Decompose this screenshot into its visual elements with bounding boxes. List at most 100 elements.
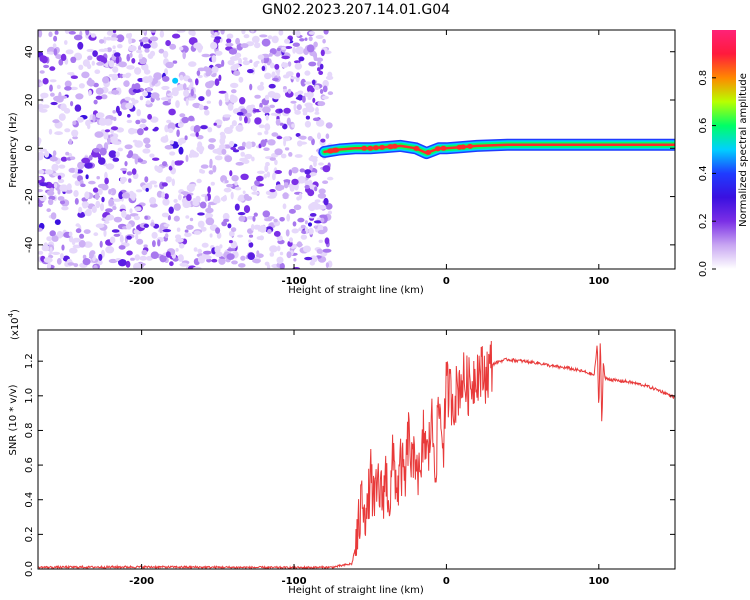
noise-speck [274,63,280,70]
noise-speck [160,97,169,101]
noise-speck [44,150,50,158]
noise-speck [295,46,305,55]
noise-speck [310,255,318,263]
noise-speck [162,75,170,82]
noise-speck [171,178,175,187]
noise-speck [192,103,200,108]
noise-speck [134,254,140,261]
noise-speck [197,220,205,228]
noise-speck [209,158,213,167]
noise-speck [315,57,324,62]
noise-speck [141,249,148,256]
noise-speck [227,223,232,229]
noise-speck [73,190,79,197]
noise-speck [320,138,326,143]
noise-speck [244,153,253,160]
noise-speck [161,86,167,90]
noise-speck [251,156,255,162]
noise-speck [252,184,258,192]
noise-speck [269,104,275,109]
noise-speck [256,170,265,174]
snr-ytick-label: 0.2 [24,526,35,542]
noise-speck [96,176,100,180]
noise-speck [69,247,78,254]
noise-speck [108,150,117,159]
noise-speck [235,37,241,45]
noise-speck [124,161,128,167]
noise-speck [303,245,311,253]
spectrogram-ylabel: Frequency (Hz) [8,112,19,188]
noise-speck [229,170,233,177]
noise-speck [136,158,144,163]
snr-ylabel: SNR (10 * v/v) [8,384,19,455]
noise-speck [296,104,302,111]
noise-speck [314,186,318,192]
noise-speck [105,246,115,254]
noise-speck [230,227,237,233]
noise-speck [77,211,86,218]
noise-speck [72,120,77,126]
noise-speck [165,251,171,258]
noise-speck [38,151,45,159]
noise-speck [328,210,332,215]
noise-speck [93,99,98,105]
noise-speck [98,253,103,261]
noise-speck [226,183,234,188]
noise-speck [43,257,53,263]
noise-speck [292,221,297,227]
noise-speck [118,61,127,68]
noise-speck [288,152,293,157]
noise-speck [42,77,49,85]
noise-speck [283,107,291,114]
noise-speck [207,127,213,133]
noise-speck [317,132,321,140]
noise-speck [286,213,291,222]
noise-speck [72,237,81,243]
noise-speck [265,114,269,121]
noise-speck [184,203,192,208]
noise-speck [99,203,105,211]
noise-speck [239,115,243,122]
noise-speck [60,103,67,111]
noise-speck [39,108,48,113]
noise-speck [163,223,170,227]
noise-speck [226,38,232,44]
noise-speck [203,250,212,255]
noise-speck [211,55,217,63]
noise-speck [224,92,229,100]
noise-speck [51,251,61,255]
noise-speck [293,204,302,211]
noise-speck [131,128,139,134]
noise-speck [149,203,158,208]
noise-speck [308,36,313,42]
noise-speck [198,146,204,155]
noise-speck [150,251,159,259]
noise-speck [258,107,263,112]
noise-speck [112,198,122,202]
noise-speck [285,90,294,98]
noise-speck [128,150,134,158]
noise-speck [230,191,234,200]
colorbar-tick-label: 0.2 [698,213,709,229]
spectrogram-xtick-label: 100 [588,276,609,287]
noise-speck [124,96,132,101]
noise-speck [56,258,62,265]
noise-speck [184,232,192,238]
noise-speck [276,245,281,252]
noise-speck [306,44,315,53]
noise-speck [74,104,82,112]
noise-speck [73,34,83,41]
noise-speck [211,258,218,263]
snr-ytick-label: 1.2 [24,353,35,369]
noise-speck [195,78,199,86]
noise-speck [149,50,156,57]
noise-speck [70,101,74,107]
noise-speck [130,257,135,261]
noise-speck [322,38,326,44]
signal-blob [372,145,379,151]
noise-speck [269,189,276,193]
noise-speck [242,60,250,66]
noise-speck [140,118,147,124]
noise-speck [38,103,44,111]
noise-speck [75,228,82,234]
